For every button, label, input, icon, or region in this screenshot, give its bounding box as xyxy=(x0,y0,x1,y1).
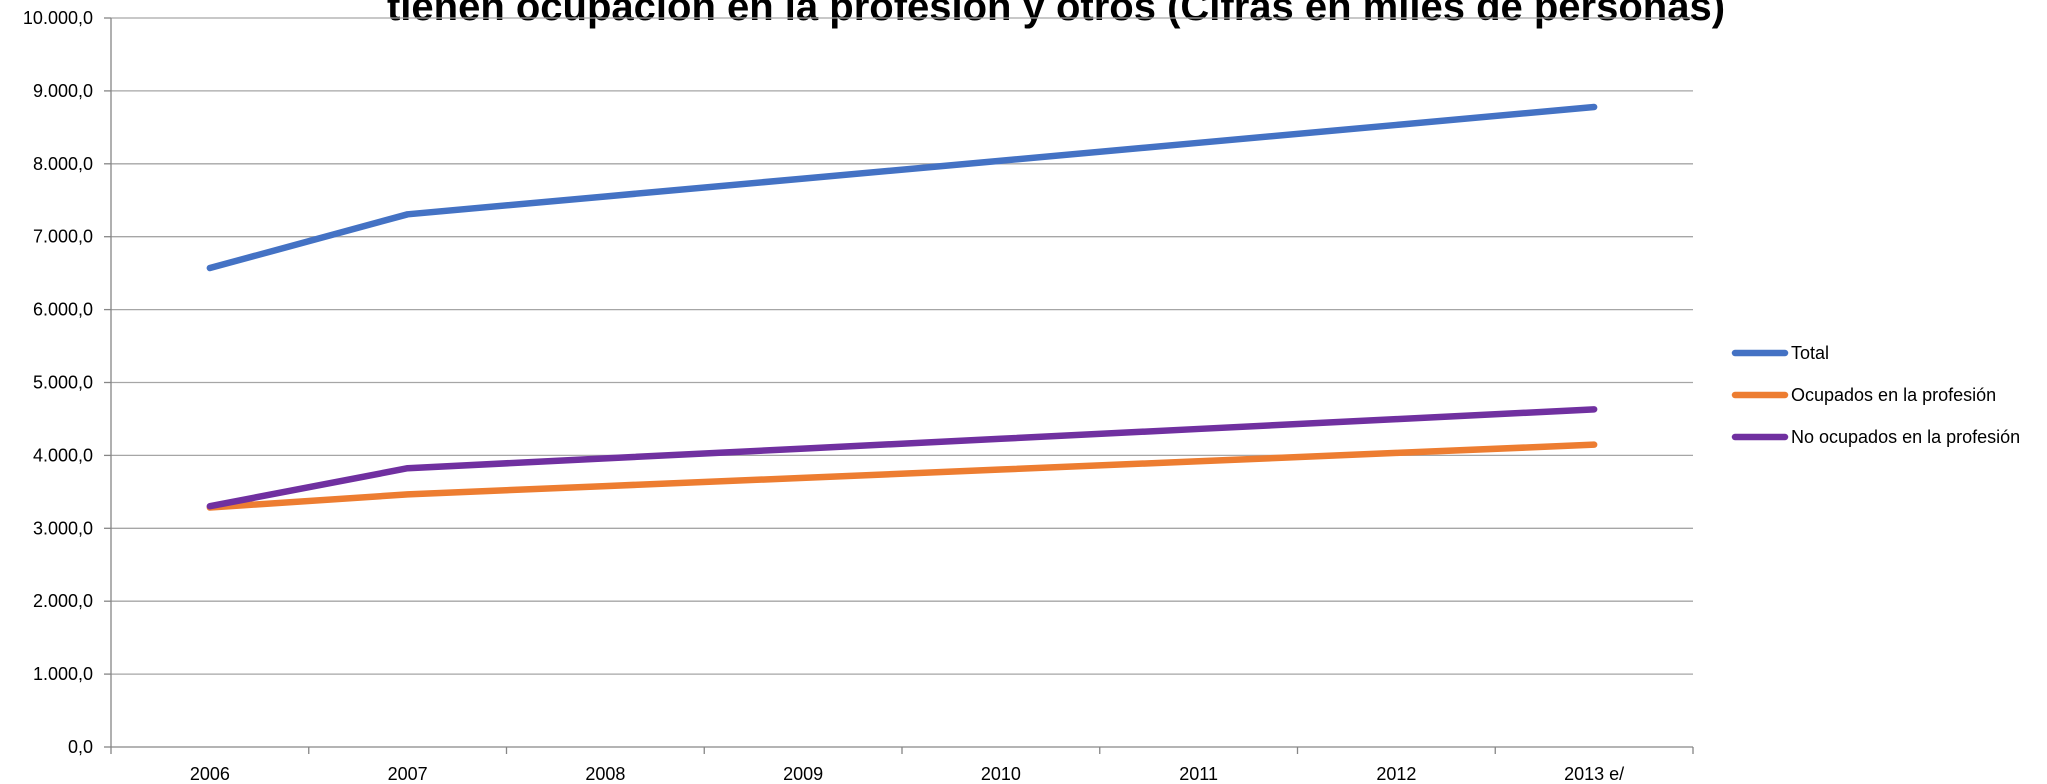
y-tick-label: 2.000,0 xyxy=(33,591,93,611)
x-tick-label: 2013 e/ xyxy=(1564,764,1624,784)
x-tick-label: 2012 xyxy=(1376,764,1416,784)
series-line xyxy=(206,103,1598,272)
legend-label: Total xyxy=(1791,343,1829,363)
y-tick-label: 7.000,0 xyxy=(33,227,93,247)
y-tick-label: 0,0 xyxy=(68,737,93,757)
y-tick-label: 9.000,0 xyxy=(33,81,93,101)
y-tick-label: 10.000,0 xyxy=(23,8,93,28)
y-tick-label: 4.000,0 xyxy=(33,445,93,465)
legend-label: Ocupados en la profesión xyxy=(1791,385,1996,405)
x-tick-label: 2009 xyxy=(783,764,823,784)
y-tick-label: 6.000,0 xyxy=(33,300,93,320)
x-tick-label: 2007 xyxy=(388,764,428,784)
y-tick-label: 8.000,0 xyxy=(33,154,93,174)
y-tick-label: 3.000,0 xyxy=(33,518,93,538)
series-line xyxy=(206,441,1598,511)
x-tick-label: 2010 xyxy=(981,764,1021,784)
chart-title: tienen ocupación en la profesión y otros… xyxy=(387,0,1725,29)
y-tick-label: 1.000,0 xyxy=(33,664,93,684)
x-tick-label: 2011 xyxy=(1179,764,1218,784)
x-tick-label: 2008 xyxy=(585,764,625,784)
x-tick-label: 2006 xyxy=(190,764,230,784)
series-line xyxy=(206,406,1598,510)
y-tick-label: 5.000,0 xyxy=(33,373,93,393)
legend-label: No ocupados en la profesión xyxy=(1791,427,2020,447)
